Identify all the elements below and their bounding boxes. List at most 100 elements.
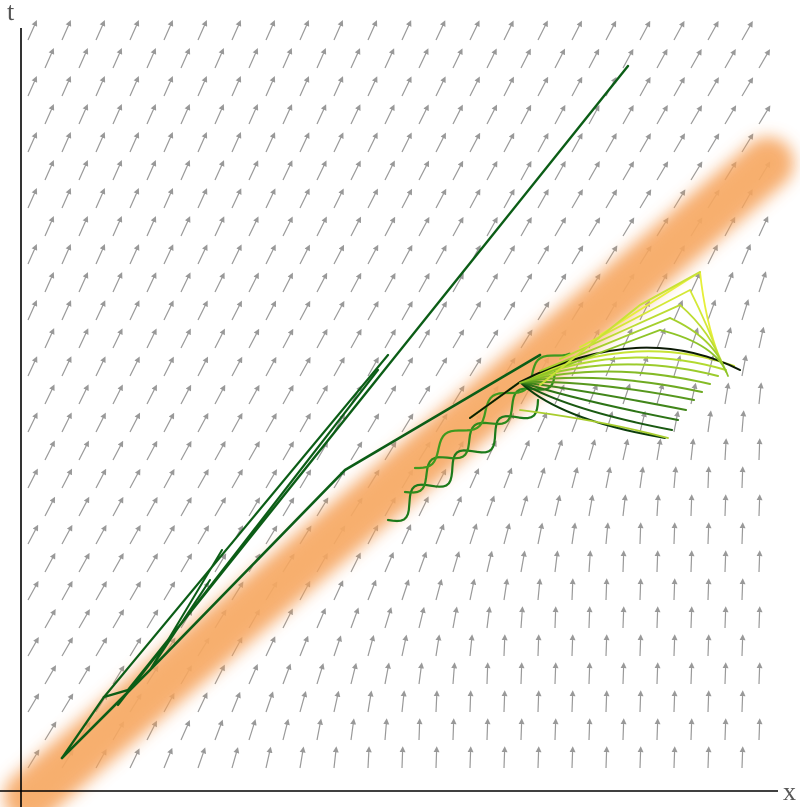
field-arrow — [552, 718, 559, 741]
field-arrow — [571, 466, 579, 489]
field-arrow — [486, 550, 494, 573]
field-arrow — [401, 634, 409, 657]
field-arrow — [722, 438, 729, 461]
field-arrow — [78, 496, 90, 517]
field-arrow — [265, 469, 278, 489]
field-arrow — [501, 690, 508, 713]
field-arrow — [299, 690, 308, 713]
field-arrow — [537, 76, 549, 97]
field-arrow — [61, 188, 72, 209]
field-arrow — [180, 497, 192, 517]
field-arrow — [758, 216, 769, 237]
field-arrow — [741, 354, 748, 377]
field-arrow — [146, 440, 158, 461]
field-arrow — [384, 607, 393, 629]
field-arrow — [554, 217, 567, 237]
field-arrow — [756, 550, 763, 573]
field-arrow — [44, 160, 55, 181]
field-arrow — [707, 20, 719, 41]
field-arrow — [265, 188, 276, 209]
field-arrow — [367, 690, 374, 713]
field-arrow — [588, 439, 597, 461]
field-arrow — [418, 160, 430, 181]
field-arrow — [503, 20, 514, 41]
field-arrow — [78, 160, 89, 181]
field-arrow — [265, 76, 276, 97]
field-arrow — [554, 160, 566, 181]
field-arrow — [180, 104, 191, 125]
field-arrow — [688, 494, 695, 517]
field-arrow — [282, 48, 293, 69]
field-arrow — [671, 634, 678, 657]
field-arrow — [503, 76, 514, 97]
field-arrow — [112, 440, 124, 461]
field-arrow — [605, 356, 616, 377]
field-arrow — [282, 272, 293, 293]
field-arrow — [451, 662, 458, 685]
field-arrow — [282, 608, 293, 629]
field-arrow — [586, 718, 593, 741]
field-arrow — [333, 300, 345, 321]
field-arrow — [214, 664, 225, 685]
field-arrow — [129, 76, 140, 97]
field-arrow — [673, 300, 684, 321]
field-arrow — [503, 132, 515, 153]
field-arrow — [282, 718, 290, 741]
field-arrow — [588, 48, 600, 69]
field-arrow — [265, 132, 276, 153]
field-arrow — [299, 469, 312, 489]
field-arrow — [214, 48, 225, 69]
field-arrow — [180, 553, 193, 573]
field-arrow — [501, 746, 508, 769]
field-arrow — [435, 76, 446, 97]
field-arrow — [621, 494, 628, 517]
field-arrow — [163, 244, 174, 265]
field-arrow — [61, 300, 72, 321]
field-arrow — [61, 693, 74, 713]
field-arrow — [639, 189, 652, 209]
field-arrow — [656, 161, 669, 181]
field-arrow — [78, 272, 89, 293]
field-arrow — [299, 635, 309, 657]
field-arrow — [739, 690, 746, 713]
field-arrow — [739, 578, 746, 601]
field-arrow — [146, 553, 158, 573]
field-arrow — [231, 188, 242, 209]
field-arrow — [27, 356, 38, 377]
field-arrow — [603, 578, 610, 601]
field-arrow — [316, 385, 328, 405]
field-arrow — [248, 272, 259, 293]
field-arrow — [569, 578, 576, 601]
field-arrow — [231, 300, 242, 321]
field-arrow — [707, 77, 719, 97]
field-arrow — [367, 300, 379, 321]
field-arrow — [350, 104, 361, 125]
field-arrow — [571, 189, 583, 209]
field-arrow — [724, 49, 736, 69]
field-arrow — [469, 523, 478, 545]
field-arrow — [486, 495, 496, 517]
field-arrow — [163, 188, 174, 209]
field-arrow — [248, 384, 260, 405]
field-arrow — [756, 606, 763, 629]
field-arrow — [399, 746, 406, 769]
field-arrow — [435, 634, 442, 657]
field-arrow — [520, 273, 533, 293]
field-arrow — [163, 747, 173, 769]
field-arrow — [637, 634, 644, 657]
field-arrow — [248, 328, 260, 349]
field-arrow — [367, 634, 376, 657]
field-arrow — [95, 581, 107, 601]
field-arrow — [248, 441, 260, 461]
field-arrow — [467, 690, 474, 713]
trajectory-fan — [469, 381, 687, 419]
field-arrow — [418, 329, 430, 349]
field-arrow — [620, 550, 627, 573]
field-arrow — [637, 746, 644, 769]
field-arrow — [265, 300, 277, 321]
field-arrow — [656, 105, 668, 125]
field-arrow — [452, 329, 465, 349]
field-arrow — [469, 76, 480, 97]
field-arrow — [690, 105, 703, 125]
field-arrow — [197, 747, 207, 769]
